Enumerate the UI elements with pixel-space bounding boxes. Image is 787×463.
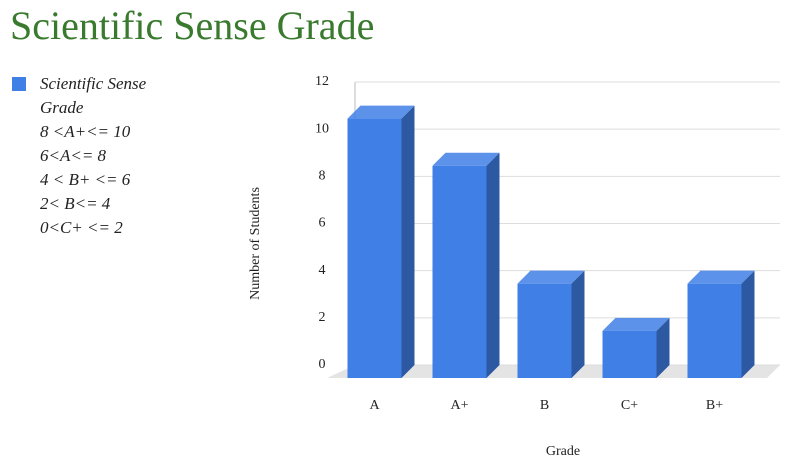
bar-side	[656, 317, 670, 378]
bar	[517, 283, 572, 378]
x-tick-label: A+	[450, 398, 468, 413]
y-axis-label: Number of Students	[248, 187, 263, 300]
y-tick-label: 10	[315, 121, 329, 136]
chart-title: Scientific Sense Grade	[10, 3, 375, 48]
y-tick-label: 4	[319, 263, 326, 278]
legend-swatch	[12, 77, 26, 91]
x-tick-label: C+	[621, 398, 638, 413]
bar-side	[571, 270, 585, 378]
bar	[687, 283, 742, 378]
x-tick-label: A	[369, 398, 380, 413]
bar-side	[486, 152, 500, 378]
bar-top	[432, 152, 500, 166]
x-tick-label: B+	[706, 398, 723, 413]
bar	[602, 330, 657, 378]
y-tick-label: 2	[319, 310, 326, 325]
legend-note: 8 <A+<= 10	[40, 122, 131, 141]
legend: Scientific Sense Grade 8 <A+<= 10 6<A<= 8 4…	[12, 72, 202, 240]
y-tick-label: 6	[319, 216, 326, 231]
x-axis-label: Grade	[546, 444, 580, 459]
bar	[347, 118, 402, 378]
bar-top	[687, 270, 755, 284]
y-tick-label: 0	[319, 357, 326, 372]
x-tick-label: B	[540, 398, 549, 413]
bar-side	[401, 105, 415, 378]
legend-note: 0<C+ <= 2	[40, 218, 123, 237]
legend-label: Scientific Sense Grade	[40, 74, 147, 117]
legend-note: 4 < B+ <= 6	[40, 170, 131, 189]
bar-top	[517, 270, 585, 284]
bar-top	[602, 317, 670, 331]
bar	[432, 165, 487, 378]
legend-note: 2< B<= 4	[40, 194, 111, 213]
y-tick-label: 8	[319, 169, 326, 184]
y-tick-label: 12	[315, 74, 329, 89]
bar-side	[741, 270, 755, 378]
bar-top	[347, 105, 415, 119]
legend-note: 6<A<= 8	[40, 146, 107, 165]
